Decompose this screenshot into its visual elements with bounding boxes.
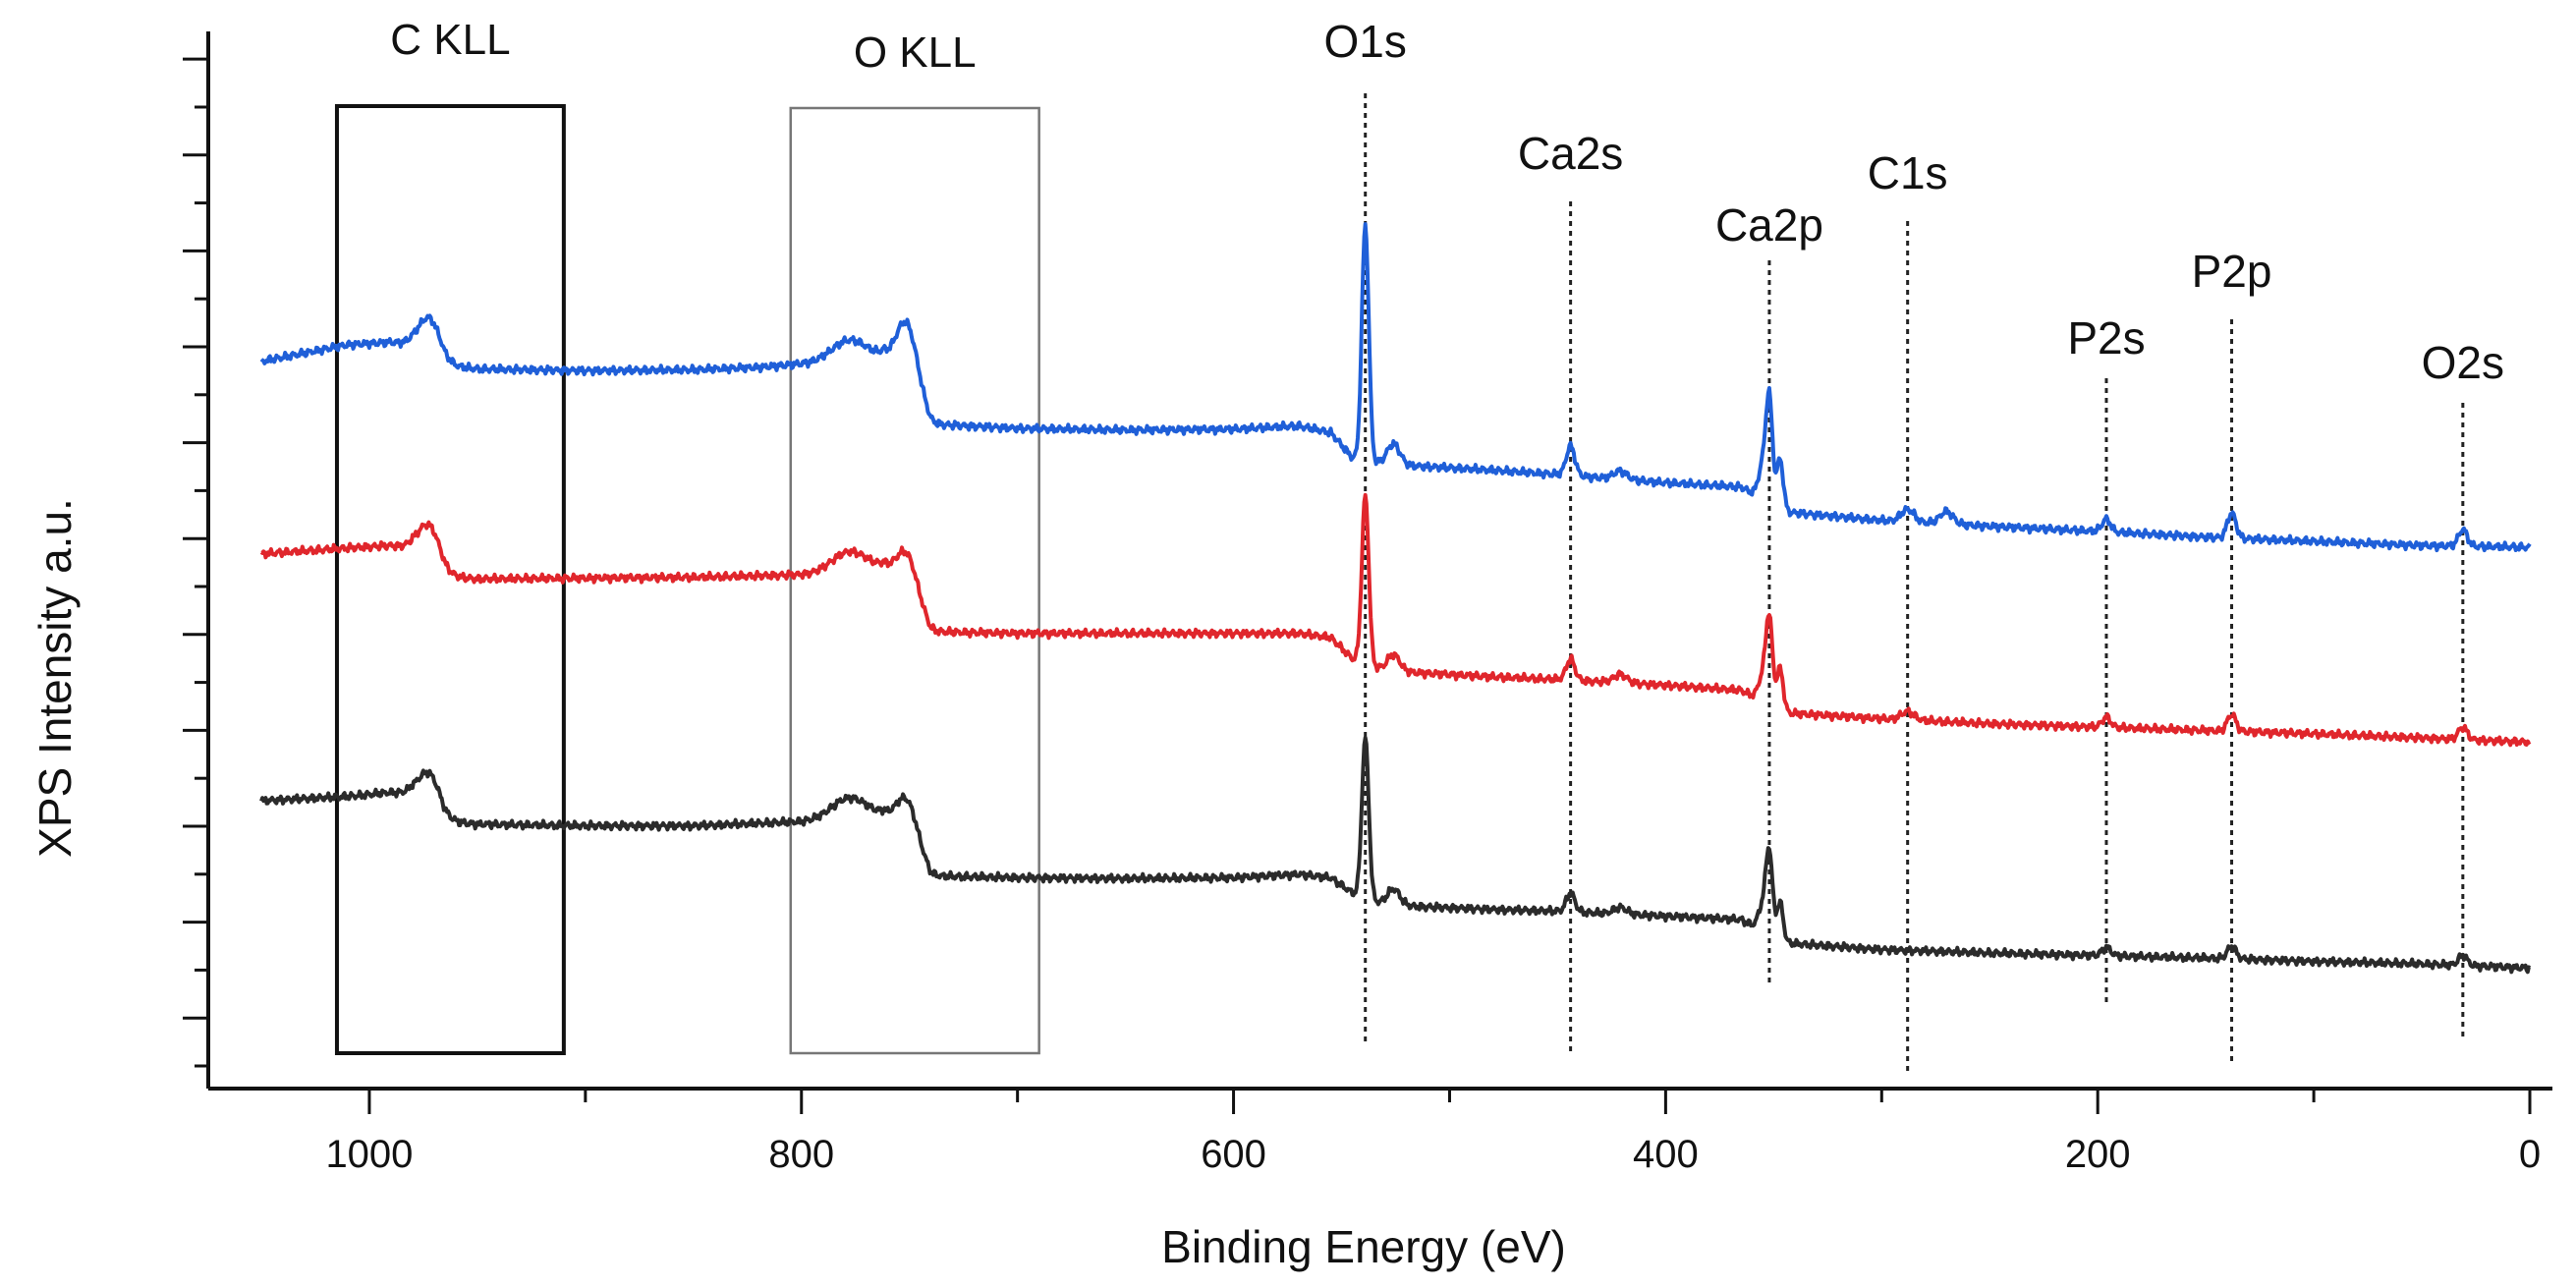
region-box <box>789 106 1040 1055</box>
x-tick-label: 0 <box>2519 1133 2541 1176</box>
peak-label: P2p <box>2192 246 2272 297</box>
x-tick-label: 400 <box>1633 1133 1699 1176</box>
region-label: O KLL <box>854 28 977 77</box>
peak-label: P2s <box>2067 312 2145 364</box>
y-axis-title: XPS Intensity a.u. <box>29 498 81 858</box>
spectra <box>259 222 2532 975</box>
peak-label: C1s <box>1868 147 1948 198</box>
x-tick-label: 200 <box>2065 1133 2131 1176</box>
peak-label: Ca2s <box>1518 128 1623 179</box>
peak-markers: O1s Ca2s Ca2p C1s P2s P2p O2s <box>1324 16 2504 1073</box>
x-tick-label: 1000 <box>325 1133 413 1176</box>
series-line <box>259 492 2532 748</box>
x-axis-title: Binding Energy (eV) <box>1161 1221 1566 1272</box>
x-tick-label: 600 <box>1201 1133 1266 1176</box>
series-line <box>259 735 2532 975</box>
peak-label: O1s <box>1324 16 1407 67</box>
axes: 1000 800 600 400 200 0 <box>183 31 2552 1176</box>
peak-label: Ca2p <box>1715 199 1823 251</box>
x-tick-label: 800 <box>768 1133 834 1176</box>
region-label: C KLL <box>390 16 510 64</box>
peak-label: O2s <box>2422 337 2504 388</box>
series-line <box>259 222 2532 553</box>
region-boxes: C KLL O KLL <box>334 16 1040 1055</box>
